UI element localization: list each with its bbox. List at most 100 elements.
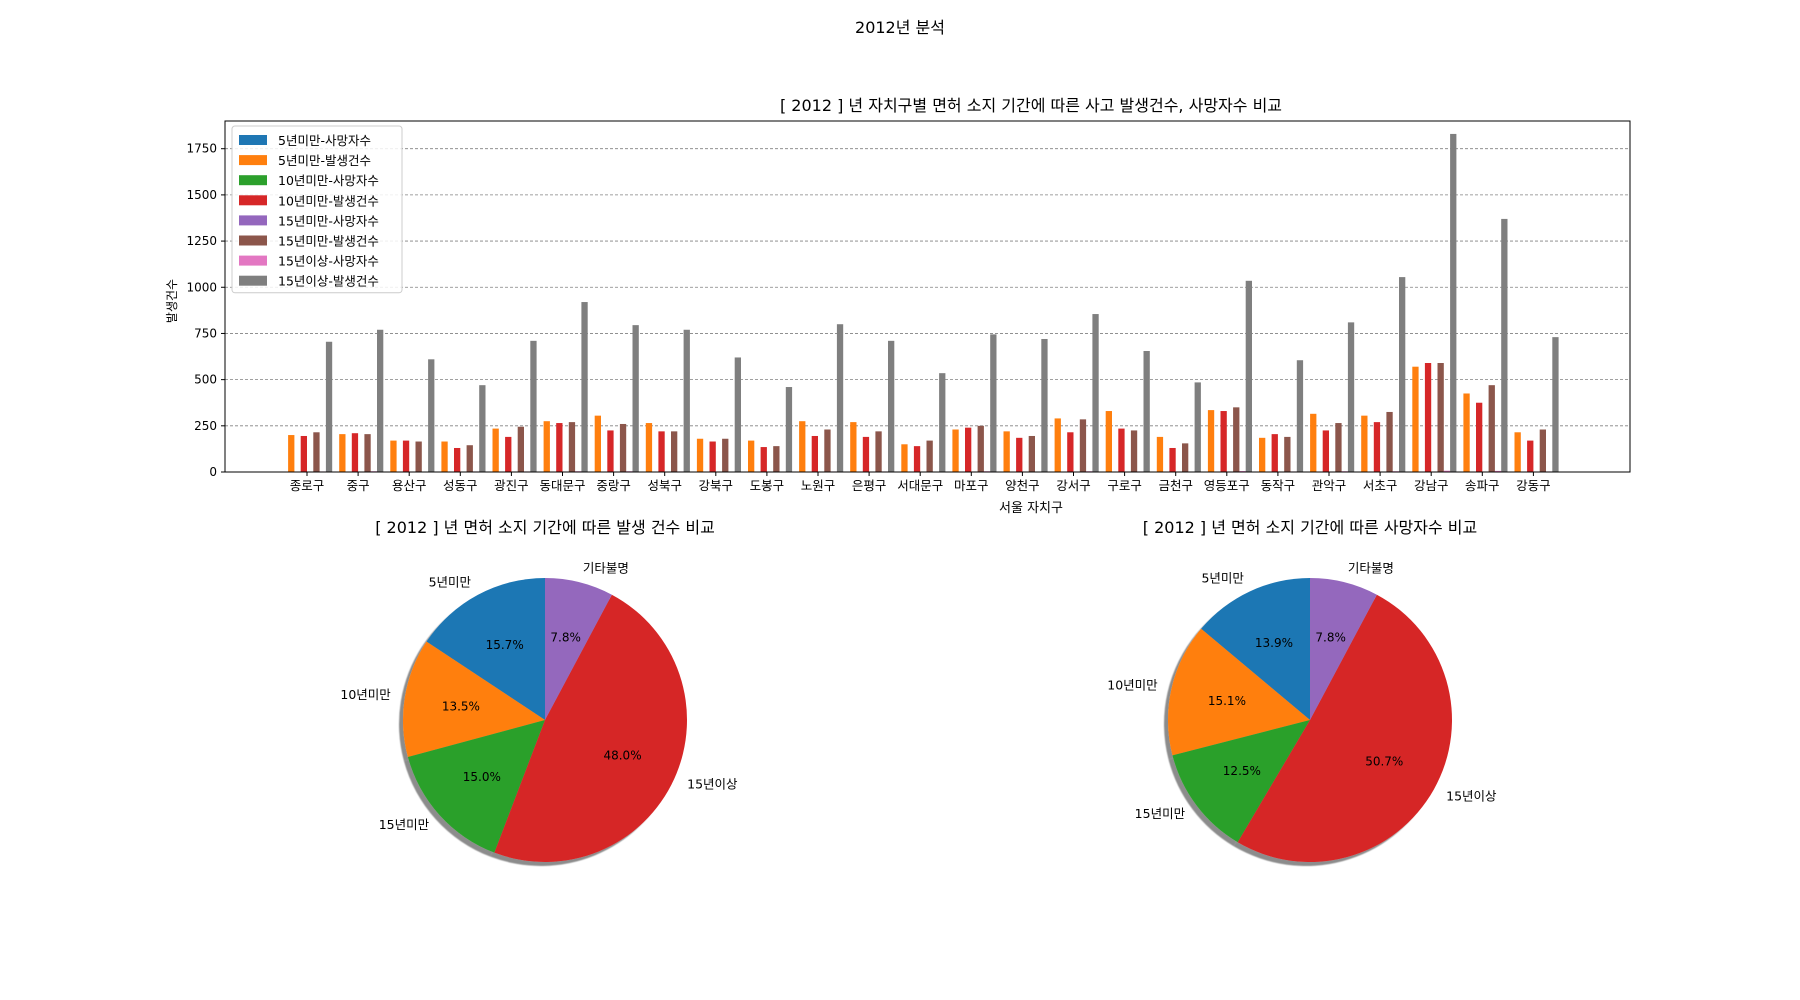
bar-5-12 (926, 440, 933, 472)
bar-3-18 (1220, 411, 1227, 472)
bar-5-14 (1028, 435, 1035, 472)
bar-5-22 (1437, 363, 1444, 472)
bar-1-0 (288, 435, 295, 472)
x-tick-label: 강북구 (699, 478, 734, 493)
bar-1-7 (645, 423, 653, 472)
bar-1-9 (748, 440, 755, 472)
bar-1-18 (1207, 410, 1215, 472)
y-tick-label: 250 (194, 419, 217, 433)
bar-5-5 (568, 422, 576, 472)
x-tick-label: 중구 (347, 478, 370, 493)
x-tick-label: 은평구 (852, 478, 887, 493)
legend-label: 5년미만-사망자수 (278, 133, 371, 148)
bar-5-20 (1335, 423, 1342, 472)
legend-swatch (239, 255, 267, 266)
bar-7-2 (428, 359, 435, 472)
bar-3-22 (1424, 363, 1432, 472)
bar-7-6 (632, 325, 639, 472)
y-tick-label: 1500 (186, 188, 217, 202)
legend-swatch (239, 195, 267, 206)
pie-chart-deaths: [ 2012 ] 년 면허 소지 기간에 따른 사망자수 비교 13.9% 5년미… (1107, 518, 1497, 863)
bar-1-21 (1361, 415, 1368, 472)
bar-5-13 (977, 425, 984, 472)
pie-percent-label: 7.8% (550, 630, 581, 644)
pie-slice-label: 10년미만 (1107, 677, 1158, 692)
x-tick-label: 용산구 (392, 478, 427, 493)
bar-1-16 (1105, 411, 1112, 472)
bar-7-17 (1194, 382, 1201, 472)
pie-wedge-1 (402, 641, 545, 758)
pie-slice-label: 15년이상 (687, 777, 738, 792)
pie-percent-label: 12.5% (1223, 764, 1261, 778)
bar-5-7 (671, 431, 678, 472)
bar-7-4 (530, 340, 537, 472)
bar-7-8 (734, 357, 741, 472)
pie-wedge-0 (426, 578, 545, 720)
bar-5-2 (415, 441, 422, 472)
x-tick-label: 도봉구 (750, 478, 785, 493)
y-tick-label: 1250 (186, 234, 217, 248)
pie-slice-label: 기타불명 (1348, 560, 1394, 575)
bar-1-1 (339, 434, 346, 472)
bar-chart-title: [ 2012 ] 년 자치구별 면허 소지 기간에 따른 사고 발생건수, 사망… (780, 96, 1282, 115)
bar-3-10 (811, 435, 818, 472)
pie-slice-label: 10년미만 (340, 687, 391, 702)
bar-7-20 (1347, 322, 1355, 472)
bar-chart-ylabel: 발생건수 (165, 279, 179, 323)
pie-chart-accidents: [ 2012 ] 년 면허 소지 기간에 따른 발생 건수 비교 15.7% 5년… (340, 518, 738, 862)
bar-1-11 (850, 422, 857, 472)
legend-label: 10년미만-사망자수 (278, 173, 379, 188)
bar-1-6 (594, 415, 601, 472)
pie-slice-label: 15년미만 (379, 817, 430, 832)
legend-label: 15년이상-사망자수 (278, 254, 379, 269)
pie-wedge-4 (1310, 578, 1377, 720)
bar-1-3 (441, 441, 448, 472)
bar-1-2 (390, 440, 397, 472)
legend-label: 10년미만-발생건수 (278, 193, 379, 208)
pie-percent-label: 15.1% (1208, 694, 1246, 708)
x-tick-label: 광진구 (494, 478, 529, 493)
bar-5-15 (1079, 419, 1087, 472)
bar-5-10 (824, 429, 831, 472)
bar-3-6 (607, 430, 614, 472)
x-tick-label: 서초구 (1363, 478, 1398, 493)
legend-swatch (239, 235, 267, 246)
bar-1-17 (1156, 436, 1164, 472)
bar-3-3 (454, 447, 461, 472)
pie-percent-label: 13.5% (442, 699, 480, 713)
bar-5-19 (1284, 436, 1291, 472)
pie-wedge-4 (545, 578, 612, 720)
bar-3-0 (300, 435, 307, 472)
x-tick-label: 강남구 (1414, 478, 1449, 493)
bar-1-22 (1412, 366, 1419, 472)
pie-percent-label: 15.7% (486, 638, 524, 652)
bar-7-7 (683, 329, 690, 472)
bar-5-11 (875, 431, 882, 472)
bar-5-4 (517, 426, 524, 472)
x-tick-label: 동대문구 (539, 478, 585, 493)
bar-7-9 (785, 387, 793, 472)
bar-1-15 (1054, 418, 1061, 472)
bar-3-14 (1016, 437, 1023, 472)
legend-label: 15년미만-사망자수 (278, 213, 379, 228)
pie-slice-label: 5년미만 (1201, 570, 1244, 585)
legend-swatch (239, 215, 267, 226)
bar-5-16 (1130, 430, 1138, 472)
bar-5-3 (466, 445, 473, 472)
bar-3-16 (1118, 428, 1125, 472)
figure-suptitle: 2012년 분석 (855, 18, 945, 37)
bar-3-4 (505, 436, 512, 472)
bar-legend: 5년미만-사망자수 5년미만-발생건수 10년미만-사망자수 10년미만-발생건수 15… (231, 125, 403, 294)
legend-swatch (239, 275, 267, 286)
bar-7-15 (1092, 314, 1099, 472)
bar-3-24 (1527, 440, 1534, 472)
bar-3-19 (1271, 434, 1278, 472)
legend-label: 5년미만-발생건수 (278, 153, 371, 168)
bar-3-20 (1322, 430, 1329, 472)
bar-7-21 (1399, 277, 1406, 472)
pie-percent-label: 50.7% (1365, 755, 1403, 769)
legend-label: 15년미만-발생건수 (278, 234, 379, 249)
bar-3-13 (965, 427, 972, 472)
bar-7-19 (1296, 360, 1304, 472)
